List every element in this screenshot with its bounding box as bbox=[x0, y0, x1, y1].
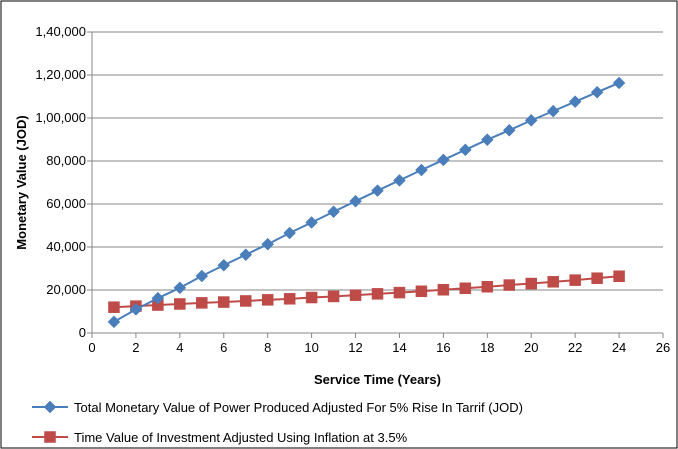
data-point bbox=[305, 216, 318, 229]
x-tick-label: 20 bbox=[524, 340, 538, 355]
x-tick-label: 22 bbox=[568, 340, 582, 355]
data-point bbox=[503, 279, 516, 291]
data-point bbox=[458, 143, 472, 157]
data-point bbox=[525, 277, 537, 290]
x-tick-label: 4 bbox=[176, 340, 183, 355]
tick-labels: 0 20,000 40,000 60,000 80,000 1,00,000 1,20,00… bbox=[35, 24, 670, 355]
y-tick-label: 1,40,000 bbox=[35, 24, 86, 39]
data-point bbox=[437, 153, 450, 167]
series-group bbox=[107, 76, 626, 329]
y-tick-label: 0 bbox=[79, 325, 86, 340]
data-point bbox=[371, 184, 384, 198]
data-point bbox=[481, 281, 494, 293]
data-point bbox=[283, 293, 296, 305]
data-point bbox=[151, 291, 165, 305]
data-point bbox=[546, 104, 560, 118]
data-point bbox=[613, 270, 625, 282]
data-point bbox=[568, 95, 582, 109]
data-point bbox=[524, 114, 538, 127]
data-point bbox=[108, 301, 120, 313]
data-point bbox=[393, 286, 406, 299]
y-tick-label: 40,000 bbox=[46, 239, 86, 254]
data-point bbox=[327, 205, 340, 219]
legend-item-2: Time Value of Investment Adjusted Using … bbox=[32, 430, 408, 445]
data-point bbox=[459, 282, 472, 295]
x-tick-label: 24 bbox=[612, 340, 626, 355]
series-1 bbox=[107, 76, 626, 329]
data-point bbox=[590, 85, 604, 99]
legend-marker bbox=[43, 400, 57, 414]
gridlines bbox=[92, 31, 663, 291]
x-tick-label: 6 bbox=[220, 340, 227, 355]
legend-label: Time Value of Investment Adjusted Using … bbox=[74, 430, 408, 445]
x-tick-label: 8 bbox=[264, 340, 271, 355]
data-point bbox=[196, 297, 208, 309]
data-point bbox=[239, 295, 252, 307]
data-point bbox=[217, 258, 231, 272]
data-point bbox=[415, 163, 428, 177]
data-point bbox=[591, 272, 603, 284]
data-point bbox=[107, 315, 121, 329]
legend-marker bbox=[44, 431, 56, 443]
y-tick-label: 1,20,000 bbox=[35, 67, 86, 82]
data-point bbox=[305, 291, 318, 304]
data-point bbox=[218, 296, 230, 308]
data-point bbox=[283, 226, 297, 240]
y-tick-label: 1,00,000 bbox=[35, 110, 86, 125]
x-tick-label: 12 bbox=[348, 340, 362, 355]
data-point bbox=[349, 289, 362, 301]
data-point bbox=[129, 302, 143, 316]
x-tick-label: 0 bbox=[88, 340, 95, 355]
data-point bbox=[327, 290, 340, 303]
series-2 bbox=[108, 270, 625, 313]
data-point bbox=[547, 276, 559, 288]
x-tick-label: 26 bbox=[656, 340, 670, 355]
data-point bbox=[261, 294, 274, 306]
x-tick-label: 18 bbox=[480, 340, 494, 355]
data-point bbox=[480, 133, 494, 147]
x-tick-label: 10 bbox=[304, 340, 318, 355]
data-point bbox=[261, 237, 275, 251]
legend: Total Monetary Value of Power Produced A… bbox=[32, 400, 523, 445]
data-point bbox=[415, 285, 428, 298]
x-tick-label: 14 bbox=[392, 340, 406, 355]
x-tick-label: 2 bbox=[132, 340, 139, 355]
data-point bbox=[393, 173, 406, 187]
data-point bbox=[239, 248, 253, 262]
data-point bbox=[371, 288, 384, 300]
y-tick-label: 80,000 bbox=[46, 153, 86, 168]
x-tick-label: 16 bbox=[436, 340, 450, 355]
data-point bbox=[173, 281, 187, 295]
data-point bbox=[502, 123, 516, 137]
y-tick-label: 60,000 bbox=[46, 196, 86, 211]
legend-label: Total Monetary Value of Power Produced A… bbox=[74, 400, 523, 415]
x-axis-label: Service Time (Years) bbox=[314, 372, 441, 387]
data-point bbox=[349, 194, 362, 208]
data-point bbox=[612, 76, 626, 90]
axes bbox=[87, 31, 664, 338]
data-point bbox=[174, 298, 186, 310]
y-tick-label: 20,000 bbox=[46, 282, 86, 297]
data-point bbox=[569, 274, 581, 286]
data-point bbox=[437, 284, 450, 296]
data-point bbox=[195, 269, 209, 283]
legend-item-1: Total Monetary Value of Power Produced A… bbox=[32, 400, 523, 415]
y-axis-label: Monetary Value (JOD) bbox=[14, 115, 29, 249]
